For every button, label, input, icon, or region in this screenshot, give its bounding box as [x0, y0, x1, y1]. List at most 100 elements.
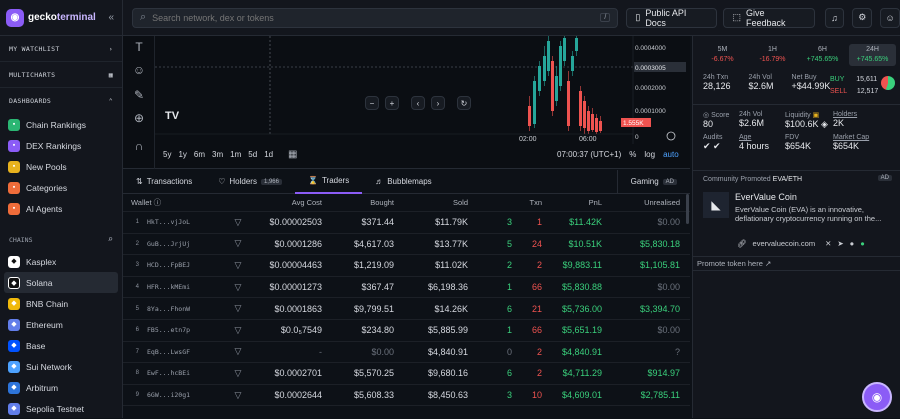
- give-feedback-button[interactable]: ⬚ Give Feedback: [723, 7, 815, 28]
- table-scrollbar[interactable]: [686, 194, 689, 224]
- sidebar-chain-arbitrum[interactable]: ◆ Arbitrum: [0, 377, 122, 398]
- table-row[interactable]: 5 8Ya...FhonW ▽ $0.0001863 $9,799.51 $14.26K 6…: [123, 298, 690, 320]
- tab-gaming[interactable]: Gaming AD: [616, 169, 690, 194]
- period-tab-1h[interactable]: 1H -16.79%: [749, 44, 796, 66]
- table-row[interactable]: 3 HCD...FpBEJ ▽ $0.00004463 $1,219.09 $11.02K…: [123, 255, 690, 277]
- sidebar-chain-kasplex[interactable]: ◆ Kasplex: [0, 251, 122, 272]
- wallet-address[interactable]: HFR...kMEmi: [147, 283, 191, 292]
- search-input[interactable]: [152, 12, 595, 23]
- period-tab-24h[interactable]: 24H +745.65%: [849, 44, 896, 66]
- col-sold[interactable]: Sold: [452, 198, 468, 207]
- filter-wallet-icon[interactable]: ▽: [234, 216, 242, 227]
- wallet-address[interactable]: EwF...hcBEi: [147, 369, 191, 378]
- period-tab-5m[interactable]: 5M -6.67%: [699, 44, 746, 66]
- holders-label[interactable]: Holders: [833, 111, 858, 118]
- sidebar-item-dex-rankings[interactable]: ▪ DEX Rankings: [0, 135, 122, 156]
- sidebar-chain-sepolia-testnet[interactable]: ◆ Sepolia Testnet: [0, 398, 122, 419]
- reset-chart-icon[interactable]: ↻: [457, 96, 471, 110]
- evervalue-logo-icon[interactable]: ◣: [703, 192, 729, 218]
- filter-wallet-icon[interactable]: ▽: [234, 367, 242, 378]
- col-unrealised[interactable]: Unrealised: [644, 198, 680, 207]
- table-row[interactable]: 2 GuB...JrjUj ▽ $0.0001286 $4,617.03 $13.77K 5…: [123, 234, 690, 256]
- collapse-sidebar-icon[interactable]: «: [108, 12, 114, 23]
- zoom-tool-icon[interactable]: ⊕: [133, 111, 145, 125]
- telegram-icon[interactable]: ➤: [837, 239, 844, 248]
- table-row[interactable]: 7 EqB...LwsGF ▽ - $0.00 $4,840.91 0 2 $4,840.91?: [123, 342, 690, 364]
- magnet-tool-icon[interactable]: ∩: [134, 139, 144, 153]
- settings-button[interactable]: ⚙: [852, 7, 873, 28]
- wallet-address[interactable]: EqB...LwsGF: [147, 347, 191, 356]
- range-3m[interactable]: 3m: [212, 150, 224, 159]
- table-row[interactable]: 8 EwF...hcBEi ▽ $0.0002701 $5,570.25 $9,680.1…: [123, 363, 690, 385]
- promo-website-link[interactable]: evervaluecoin.com: [752, 239, 816, 248]
- table-row[interactable]: 4 HFR...kMEmi ▽ $0.00001273 $367.47 $6,198.36…: [123, 277, 690, 299]
- wallet-address[interactable]: HCD...FpBEJ: [147, 261, 191, 270]
- range-5y[interactable]: 5y: [163, 150, 172, 159]
- sidebar-chain-bnb-chain[interactable]: ◆ BNB Chain: [0, 293, 122, 314]
- auto-toggle[interactable]: auto: [663, 150, 679, 159]
- tab-transactions[interactable]: ⇅ Transactions: [123, 170, 205, 194]
- text-tool-icon[interactable]: T: [135, 40, 143, 54]
- sidebar-chain-solana[interactable]: ◆ Solana: [4, 272, 118, 293]
- col-txn[interactable]: Txn: [529, 198, 542, 207]
- filter-wallet-icon[interactable]: ▽: [234, 259, 242, 270]
- notifications-button[interactable]: ♫: [824, 7, 845, 28]
- chart-settings-icon[interactable]: [666, 131, 676, 141]
- sidebar-chain-ethereum[interactable]: ◆ Ethereum: [0, 314, 122, 335]
- filter-wallet-icon[interactable]: ▽: [234, 346, 242, 357]
- tab-traders[interactable]: ⌛ Traders: [294, 170, 363, 194]
- wallet-address[interactable]: FB5...etn7p: [147, 326, 191, 335]
- logo[interactable]: ◉ geckoterminal «: [0, 0, 122, 36]
- emoji-tool-icon[interactable]: ☺: [132, 63, 146, 77]
- sidebar-dashboards-head[interactable]: DASHBOARDS ⌃: [0, 88, 122, 114]
- wallet-address[interactable]: 8Ya...FhonW: [147, 304, 191, 313]
- scroll-right-icon[interactable]: ›: [431, 96, 445, 110]
- sidebar-chain-base[interactable]: ◆ Base: [0, 335, 122, 356]
- github-icon[interactable]: ●: [849, 239, 855, 248]
- search-bar[interactable]: ⌕ /: [132, 7, 619, 28]
- col-pnl[interactable]: PnL: [588, 198, 602, 207]
- sidebar-multicharts[interactable]: MULTICHARTS ▦: [0, 62, 122, 88]
- range-1y[interactable]: 1y: [178, 150, 187, 159]
- filter-wallet-icon[interactable]: ▽: [234, 303, 242, 314]
- search-chains-icon[interactable]: ⌕: [107, 235, 113, 245]
- sidebar-watchlist[interactable]: MY WATCHLIST ›: [0, 36, 122, 62]
- table-row[interactable]: 6 FB5...etn7p ▽ $0.0₅7549 $234.80 $5,885.99 1 6…: [123, 320, 690, 342]
- filter-wallet-icon[interactable]: ▽: [234, 389, 242, 400]
- range-1m[interactable]: 1m: [230, 150, 242, 159]
- x-social-icon[interactable]: ✕: [825, 239, 832, 248]
- wallet-address[interactable]: 6GW...i20g1: [147, 391, 191, 400]
- price-chart[interactable]: T ☺ ✎ ⊕ ∩ 02:00 06:00 0.0004000 0.000300…: [123, 36, 690, 169]
- sidebar-item-ai-agents[interactable]: ▪ AI Agents: [0, 198, 122, 219]
- range-1d[interactable]: 1d: [264, 150, 274, 159]
- period-tab-6h[interactable]: 6H +745.65%: [799, 44, 846, 66]
- filter-wallet-icon[interactable]: ▽: [234, 324, 242, 335]
- wallet-address[interactable]: HkT...vjJoL: [147, 218, 191, 227]
- filter-wallet-icon[interactable]: ▽: [234, 238, 242, 249]
- public-api-docs-button[interactable]: ▯ Public API Docs: [626, 7, 718, 28]
- range-6m[interactable]: 6m: [193, 150, 206, 159]
- col-wallet[interactable]: Wallet ⓘ: [123, 197, 228, 208]
- zoom-in-icon[interactable]: +: [385, 96, 399, 110]
- gecko-assistant-button[interactable]: ◉: [862, 382, 892, 412]
- scroll-left-icon[interactable]: ‹: [411, 96, 425, 110]
- sidebar-item-chain-rankings[interactable]: ▪ Chain Rankings: [0, 114, 122, 135]
- ruler-tool-icon[interactable]: ✎: [133, 88, 145, 102]
- tab-holders[interactable]: ♡ Holders 1,966: [205, 170, 295, 194]
- audits-icons[interactable]: ✔ ✔: [703, 141, 721, 151]
- account-button[interactable]: ☺: [880, 7, 900, 28]
- log-toggle[interactable]: log: [644, 150, 656, 159]
- tab-bubblemaps[interactable]: ♬ Bubblemaps: [362, 170, 444, 194]
- promote-token-link[interactable]: Promote token here ↗: [697, 259, 772, 268]
- zoom-out-icon[interactable]: −: [365, 96, 379, 110]
- col-bought[interactable]: Bought: [370, 198, 394, 207]
- percent-toggle[interactable]: %: [629, 150, 637, 159]
- wallet-address[interactable]: GuB...JrjUj: [147, 239, 191, 248]
- range-5d[interactable]: 5d: [248, 150, 258, 159]
- col-avg-cost[interactable]: Avg Cost: [291, 198, 322, 207]
- table-row[interactable]: 1 HkT...vjJoL ▽ $0.00002503 $371.44 $11.79K 3 1…: [123, 212, 690, 234]
- sidebar-item-new-pools[interactable]: ▪ New Pools: [0, 156, 122, 177]
- sidebar-chain-sui-network[interactable]: ◆ Sui Network: [0, 356, 122, 377]
- filter-wallet-icon[interactable]: ▽: [234, 281, 242, 292]
- sidebar-item-categories[interactable]: ▪ Categories: [0, 177, 122, 198]
